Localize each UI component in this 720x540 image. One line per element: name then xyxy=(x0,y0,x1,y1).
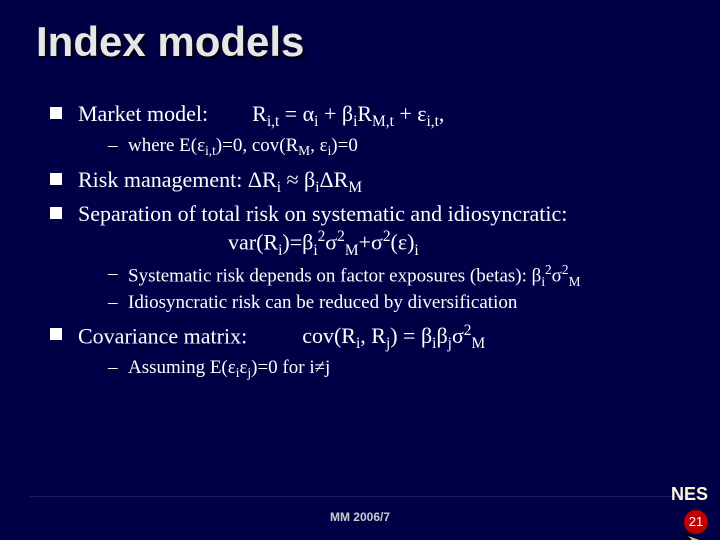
corner-group: NES 21 xyxy=(638,490,710,534)
bullet-lead: Market model: xyxy=(78,101,208,126)
footer: MM 2006/7 NES 21 xyxy=(0,496,720,540)
sub-bullet: where E(εi,t)=0, cov(RM, εi)=0 xyxy=(108,134,690,160)
bullet-formula: Ri,t = αi + βiRM,t + εi,t, xyxy=(252,101,444,126)
footer-text: MM 2006/7 xyxy=(0,510,720,524)
bullet-lead: Covariance matrix: xyxy=(78,323,247,348)
bullet-risk-mgmt: Risk management: ΔRi ≈ βiΔRM xyxy=(50,166,690,198)
bullet-separation: Separation of total risk on systematic a… xyxy=(50,200,690,315)
nes-logo: NES xyxy=(671,484,708,505)
slide: Index models Market model: Ri,t = αi + β… xyxy=(0,0,720,540)
bullet-market-model: Market model: Ri,t = αi + βiRM,t + εi,t,… xyxy=(50,100,690,160)
sub-bullet: Assuming E(εiεj)=0 for i≠j xyxy=(108,356,690,382)
bullet-text: Separation of total risk on systematic a… xyxy=(78,201,567,226)
footer-divider xyxy=(30,496,690,497)
slide-content: Market model: Ri,t = αi + βiRM,t + εi,t,… xyxy=(36,100,690,382)
sub-bullet: Systematic risk depends on factor exposu… xyxy=(108,262,690,291)
bullet-formula: var(Ri)=βi2σ2M+σ2(ε)i xyxy=(78,227,690,260)
page-number: 21 xyxy=(684,510,708,534)
bullet-covariance: Covariance matrix: cov(Ri, Rj) = βiβjσ2M… xyxy=(50,321,690,382)
sub-bullet: Idiosyncratic risk can be reduced by div… xyxy=(108,291,690,315)
bullet-formula: cov(Ri, Rj) = βiβjσ2M xyxy=(302,323,485,348)
slide-title: Index models xyxy=(36,18,690,66)
